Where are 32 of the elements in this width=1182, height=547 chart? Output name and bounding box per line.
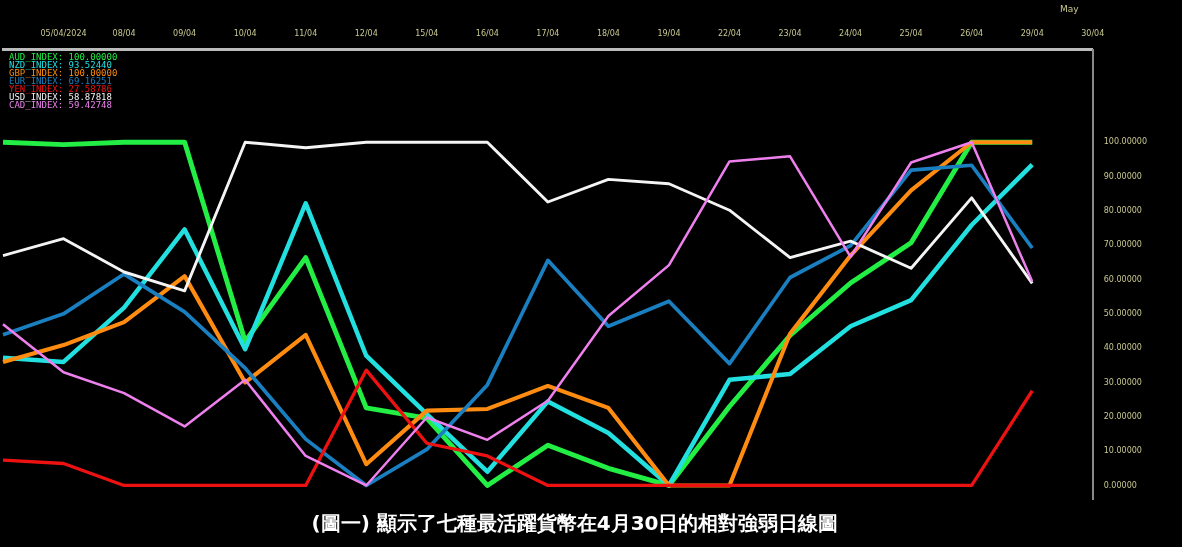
- x-tick-label: 05/04/2024: [40, 28, 87, 38]
- x-tick-label: 19/04: [657, 28, 681, 38]
- x-tick-label: 26/04: [960, 28, 984, 38]
- y-tick-label: 40.00000: [1103, 343, 1142, 353]
- text: CAD_INDEX: 59.42748: [9, 100, 112, 111]
- text: (圖一) 顯示了七種最活躍貨幣在4月30日的相對強弱日線圖: [310, 510, 840, 537]
- x-tick-label: 16/04: [475, 28, 499, 38]
- y-tick-label: 100.00000: [1103, 137, 1147, 147]
- x-tick-label: 10/04: [233, 28, 257, 38]
- x-tick-label: 17/04: [536, 28, 560, 38]
- y-tick-label: 30.00000: [1103, 377, 1142, 387]
- text: May: [1060, 4, 1079, 14]
- x-tick-label: 08/04: [112, 28, 136, 38]
- x-tick-label: 15/04: [415, 28, 439, 38]
- y-tick-label: 90.00000: [1103, 171, 1142, 181]
- y-tick-label: 20.00000: [1103, 411, 1142, 421]
- x-tick-label: 22/04: [717, 28, 742, 38]
- x-tick-label: 24/04: [839, 28, 863, 38]
- y-tick-label: 80.00000: [1103, 205, 1142, 215]
- y-tick-label: 10.00000: [1103, 446, 1142, 456]
- x-tick-label: 11/04: [294, 28, 318, 38]
- x-tick-label: 30/04: [1081, 28, 1105, 38]
- x-tick-label: 25/04: [899, 28, 923, 38]
- x-tick-label: 18/04: [596, 28, 620, 38]
- x-tick-label: 23/04: [778, 28, 802, 38]
- y-tick-label: 50.00000: [1103, 308, 1142, 318]
- y-tick-label: 0.00000: [1103, 480, 1137, 490]
- y-tick-label: 60.00000: [1103, 274, 1142, 284]
- x-tick-label: 09/04: [173, 28, 197, 38]
- y-tick-label: 70.00000: [1103, 240, 1142, 250]
- x-tick-label: 29/04: [1020, 28, 1044, 38]
- x-tick-label: 12/04: [354, 28, 378, 38]
